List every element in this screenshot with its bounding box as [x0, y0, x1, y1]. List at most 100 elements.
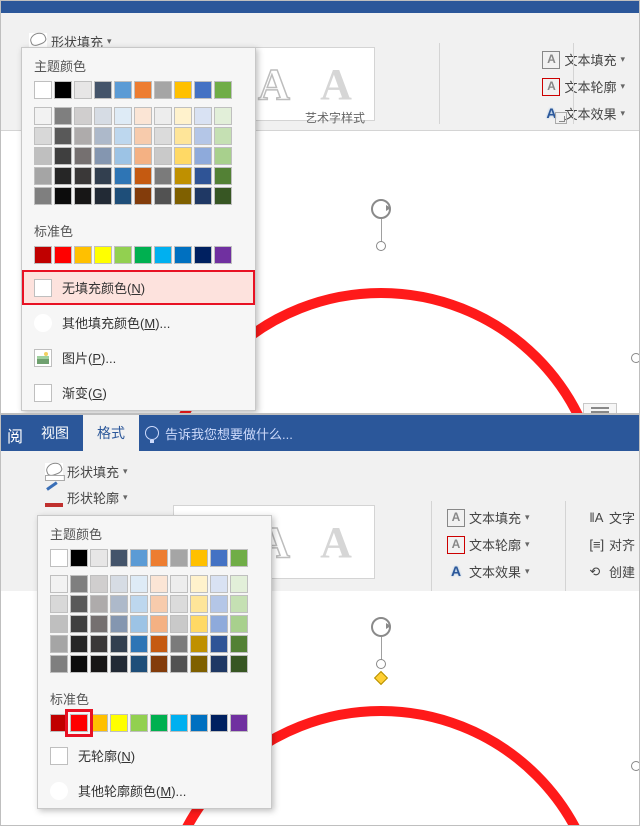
color-swatch[interactable]	[74, 147, 92, 165]
color-swatch[interactable]	[170, 595, 188, 613]
color-swatch[interactable]	[130, 549, 148, 567]
color-swatch[interactable]	[174, 167, 192, 185]
color-swatch[interactable]	[94, 107, 112, 125]
color-swatch[interactable]	[50, 635, 68, 653]
color-swatch[interactable]	[230, 575, 248, 593]
color-swatch[interactable]	[90, 595, 108, 613]
color-swatch[interactable]	[230, 714, 248, 732]
wordart-style-3[interactable]: A	[308, 514, 364, 570]
color-swatch[interactable]	[214, 187, 232, 205]
color-swatch[interactable]	[110, 655, 128, 673]
color-swatch[interactable]	[150, 635, 168, 653]
wordart-style-3[interactable]: A	[308, 56, 364, 112]
color-swatch[interactable]	[210, 575, 228, 593]
color-swatch[interactable]	[194, 147, 212, 165]
layout-options-button[interactable]	[583, 403, 617, 414]
color-swatch[interactable]	[50, 595, 68, 613]
text-effect-button[interactable]: A文本效果▾	[441, 559, 536, 584]
color-swatch[interactable]	[70, 655, 88, 673]
color-swatch[interactable]	[150, 549, 168, 567]
color-swatch[interactable]	[70, 575, 88, 593]
color-swatch[interactable]	[194, 167, 212, 185]
color-swatch[interactable]	[214, 246, 232, 264]
color-swatch[interactable]	[134, 127, 152, 145]
color-swatch[interactable]	[54, 107, 72, 125]
rotate-handle-icon[interactable]	[371, 199, 391, 219]
color-swatch[interactable]	[214, 127, 232, 145]
color-swatch[interactable]	[90, 575, 108, 593]
color-swatch[interactable]	[74, 187, 92, 205]
color-swatch[interactable]	[210, 549, 228, 567]
color-swatch[interactable]	[90, 635, 108, 653]
color-swatch[interactable]	[110, 635, 128, 653]
color-swatch[interactable]	[174, 107, 192, 125]
tab-format[interactable]: 格式	[83, 415, 139, 451]
color-swatch[interactable]	[154, 127, 172, 145]
color-swatch[interactable]	[54, 187, 72, 205]
color-swatch[interactable]	[50, 615, 68, 633]
color-swatch[interactable]	[110, 615, 128, 633]
color-swatch[interactable]	[190, 549, 208, 567]
color-swatch[interactable]	[230, 635, 248, 653]
color-swatch[interactable]	[114, 246, 132, 264]
tell-me-search[interactable]: 告诉我您想要做什么...	[145, 415, 293, 451]
color-swatch[interactable]	[54, 127, 72, 145]
shape-fill-button[interactable]: 形状填充 ▾	[39, 459, 134, 484]
color-swatch[interactable]	[190, 635, 208, 653]
text-outline-button[interactable]: A文本轮廓▾	[536, 74, 631, 99]
color-swatch[interactable]	[214, 81, 232, 99]
color-swatch[interactable]	[130, 714, 148, 732]
create-link-button[interactable]: ⟲ 创建	[583, 559, 640, 584]
color-swatch[interactable]	[214, 107, 232, 125]
color-swatch[interactable]	[70, 635, 88, 653]
color-swatch[interactable]	[170, 549, 188, 567]
color-swatch[interactable]	[74, 127, 92, 145]
color-swatch[interactable]	[190, 575, 208, 593]
more-colors-item[interactable]: 其他填充颜色(M)...	[22, 305, 255, 340]
color-swatch[interactable]	[174, 81, 192, 99]
color-swatch[interactable]	[170, 635, 188, 653]
color-swatch[interactable]	[150, 575, 168, 593]
color-swatch[interactable]	[110, 595, 128, 613]
color-swatch[interactable]	[130, 595, 148, 613]
align-text-button[interactable]: [≡] 对齐	[583, 532, 640, 557]
color-swatch[interactable]	[150, 595, 168, 613]
color-swatch[interactable]	[110, 549, 128, 567]
color-swatch[interactable]	[134, 107, 152, 125]
dialog-launcher-icon[interactable]	[555, 112, 567, 124]
color-swatch[interactable]	[70, 595, 88, 613]
color-swatch[interactable]	[174, 246, 192, 264]
color-swatch[interactable]	[130, 655, 148, 673]
color-swatch[interactable]	[94, 147, 112, 165]
color-swatch[interactable]	[190, 655, 208, 673]
tab-view[interactable]: 视图	[27, 415, 83, 451]
color-swatch[interactable]	[190, 595, 208, 613]
color-swatch[interactable]	[54, 147, 72, 165]
color-swatch[interactable]	[134, 187, 152, 205]
color-swatch[interactable]	[154, 147, 172, 165]
color-swatch[interactable]	[230, 595, 248, 613]
color-swatch[interactable]	[194, 107, 212, 125]
color-swatch[interactable]	[114, 147, 132, 165]
color-swatch[interactable]	[150, 615, 168, 633]
color-swatch[interactable]	[70, 615, 88, 633]
color-swatch[interactable]	[34, 147, 52, 165]
color-swatch[interactable]	[154, 107, 172, 125]
color-swatch[interactable]	[134, 167, 152, 185]
color-swatch[interactable]	[154, 81, 172, 99]
color-swatch[interactable]	[154, 246, 172, 264]
text-outline-button[interactable]: A文本轮廓▾	[441, 532, 536, 557]
color-swatch[interactable]	[94, 127, 112, 145]
color-swatch[interactable]	[50, 655, 68, 673]
color-swatch[interactable]	[50, 549, 68, 567]
color-swatch[interactable]	[210, 655, 228, 673]
color-swatch[interactable]	[74, 246, 92, 264]
color-swatch[interactable]	[150, 655, 168, 673]
color-swatch[interactable]	[210, 714, 228, 732]
color-swatch[interactable]	[174, 127, 192, 145]
color-swatch[interactable]	[34, 187, 52, 205]
color-swatch[interactable]	[170, 575, 188, 593]
color-swatch[interactable]	[34, 167, 52, 185]
color-swatch[interactable]	[174, 187, 192, 205]
color-swatch[interactable]	[54, 81, 72, 99]
